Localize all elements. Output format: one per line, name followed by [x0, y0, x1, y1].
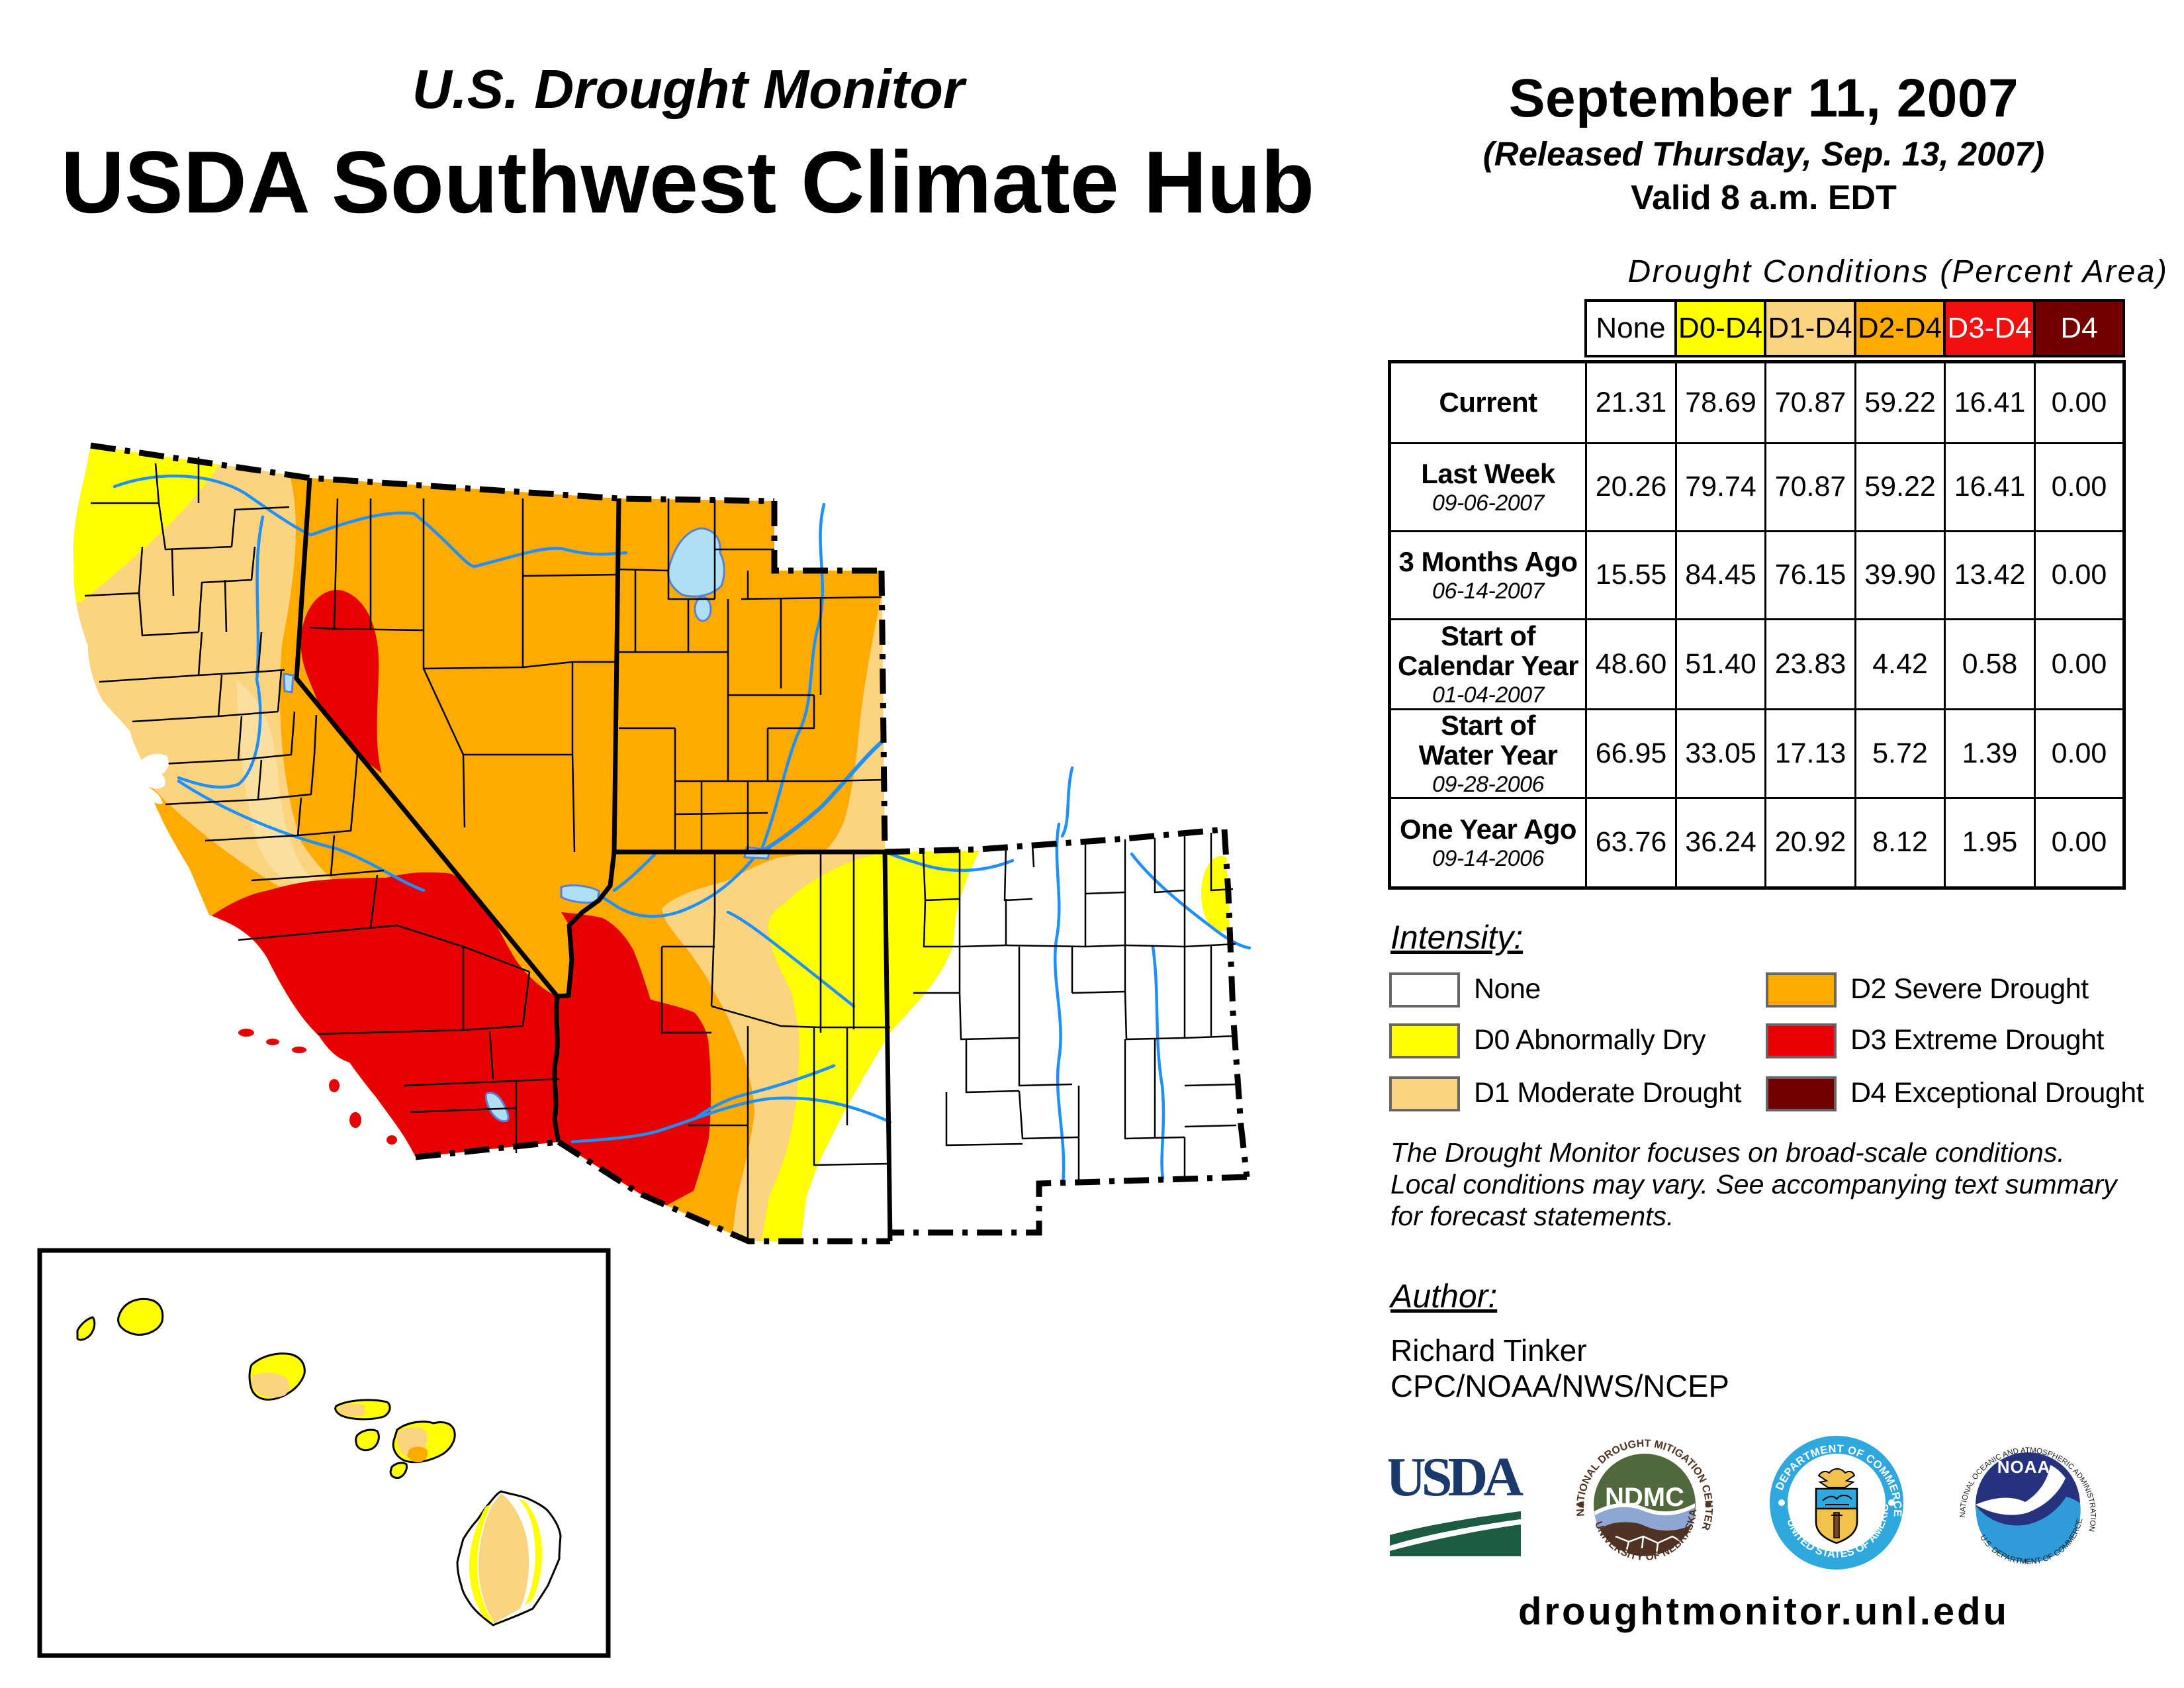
svg-text:NOAA: NOAA — [1997, 1457, 2051, 1477]
svg-text:NDMC: NDMC — [1605, 1483, 1684, 1512]
svg-text:USDA: USDA — [1388, 1453, 1524, 1508]
